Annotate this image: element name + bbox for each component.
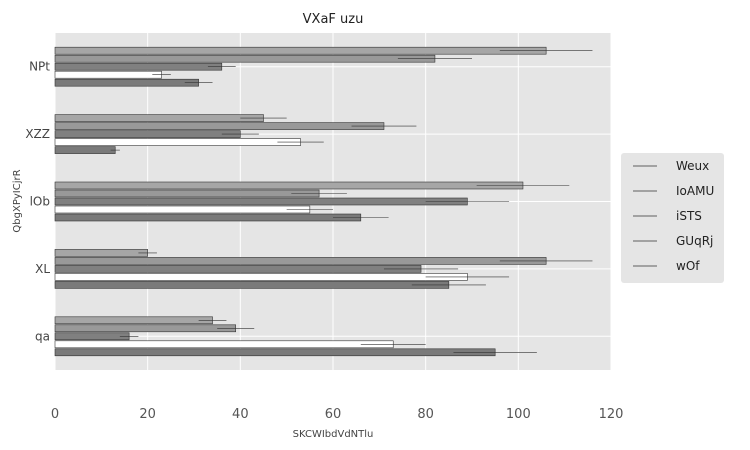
bar: [54, 197, 468, 206]
bar: [54, 324, 236, 333]
bars: [54, 46, 593, 357]
bar: [54, 205, 311, 214]
legend-background: [621, 153, 724, 283]
bar: [54, 78, 199, 87]
bar: [54, 257, 547, 265]
legend-label: IoAMU: [676, 184, 714, 198]
x-tick-label: 20: [139, 407, 156, 422]
y-tick-labels: qa XL lOb XZZ NPt: [25, 60, 50, 344]
bar: [54, 122, 385, 130]
bar: [54, 213, 362, 222]
x-tick-label: 80: [417, 407, 434, 422]
bar: [54, 332, 130, 341]
bar: [54, 138, 301, 146]
bar: [54, 46, 547, 55]
x-tick-label: 0: [51, 407, 59, 422]
bar: [54, 146, 116, 154]
y-tick-label: qa: [35, 329, 50, 343]
bar: [54, 70, 162, 79]
chart-title: VXaF uzu: [303, 12, 364, 27]
y-tick-label: XZZ: [25, 127, 50, 141]
x-tick-label: 120: [599, 407, 624, 422]
bar: [54, 281, 450, 289]
bar: [54, 340, 394, 349]
bar: [54, 249, 148, 257]
y-tick-label: NPt: [29, 60, 50, 74]
y-tick-label: XL: [35, 262, 50, 276]
bar: [54, 273, 468, 281]
bar: [54, 54, 436, 63]
bar: [54, 316, 213, 325]
y-tick-label: lOb: [30, 195, 50, 209]
bar: [54, 114, 264, 122]
bar: [54, 189, 320, 198]
x-tick-label: 40: [232, 407, 249, 422]
legend-label: iSTS: [676, 209, 702, 223]
x-axis-title: SKCWIbdVdNTlu: [293, 429, 374, 440]
legend-label: Weux: [676, 159, 709, 173]
bar: [54, 265, 422, 273]
legend-label: GUqRj: [676, 234, 713, 248]
bar: [54, 348, 496, 357]
x-tick-labels: 0 20 40 60 80 100 120: [51, 407, 624, 422]
x-tick-label: 60: [325, 407, 342, 422]
legend-label: wOf: [676, 259, 700, 273]
bar: [54, 62, 223, 71]
bar: [54, 181, 524, 190]
bar: [54, 130, 241, 138]
x-tick-label: 100: [506, 407, 531, 422]
legend: Weux IoAMU iSTS GUqRj wOf: [621, 153, 724, 283]
y-axis-title: QbgXPyICjrR: [12, 169, 23, 232]
